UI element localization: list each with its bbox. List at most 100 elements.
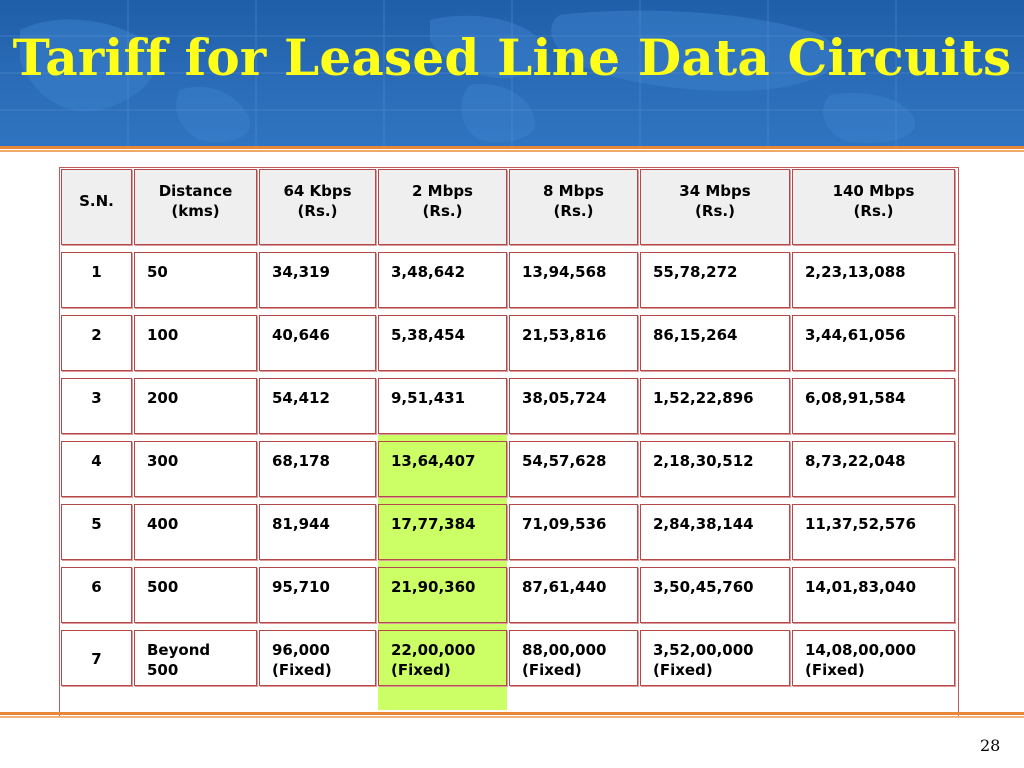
cell-line-1: 14,08,00,000 [805,641,917,659]
cell-line-1: 14,01,83,040 [805,578,917,596]
table-cell-64kbps: 34,319 [259,252,376,308]
header-cell-64kbps: 64 Kbps (Rs.) [259,169,376,245]
cell-line-1: 13,94,568 [522,263,607,281]
cell-line-1: 8,73,22,048 [805,452,906,470]
cell-line-1: 2,18,30,512 [653,452,754,470]
table-cell-34mbps: 2,18,30,512 [640,441,790,497]
cell-line-1: 400 [147,515,179,533]
cell-line-2: (Rs.) [853,202,894,220]
table-cell-2mbps: 22,00,000 (Fixed) [378,630,507,686]
cell-line-2: (Fixed) [805,661,865,679]
table-cell-140mbps: 2,23,13,088 [792,252,955,308]
cell-line-1: 3,44,61,056 [805,326,906,344]
table-cell-8mbps: 38,05,724 [509,378,638,434]
cell-line-1: 87,61,440 [522,578,607,596]
table-cell-64kbps: 95,710 [259,567,376,623]
table-cell-140mbps: 3,44,61,056 [792,315,955,371]
cell-line-1: 3 [91,389,102,407]
slide-title: Tariff for Leased Line Data Circuits [12,28,1012,87]
table-cell-140mbps: 11,37,52,576 [792,504,955,560]
cell-line-1: 200 [147,389,179,407]
table-cell-sn: 6 [61,567,132,623]
cell-line-1: 64 Kbps [283,182,352,200]
table-cell-8mbps: 21,53,816 [509,315,638,371]
table-cell-2mbps: 21,90,360 [378,567,507,623]
page-number: 28 [980,736,1001,755]
cell-line-1: 3,52,00,000 [653,641,754,659]
cell-line-2: (Fixed) [522,661,582,679]
cell-line-1: 300 [147,452,179,470]
cell-line-1: 38,05,724 [522,389,607,407]
cell-line-1: 5,38,454 [391,326,466,344]
cell-line-2: 500 [147,661,179,679]
cell-line-1: 6 [91,578,102,596]
footer-divider-secondary [0,716,1024,718]
table-cell-distance: 200 [134,378,257,434]
cell-line-1: 11,37,52,576 [805,515,917,533]
cell-line-1: 5 [91,515,102,533]
tariff-table: S.N. Distance (kms) 64 Kbps (Rs.) 2 Mbps (Rs.)… [59,167,959,717]
header-cell-140mbps: 140 Mbps (Rs.) [792,169,955,245]
table-cell-34mbps: 55,78,272 [640,252,790,308]
cell-line-1: 2,23,13,088 [805,263,906,281]
cell-line-1: 7 [91,650,102,668]
cell-line-1: S.N. [79,192,114,210]
cell-line-1: 3,48,642 [391,263,466,281]
cell-line-1: 6,08,91,584 [805,389,906,407]
table-cell-64kbps: 54,412 [259,378,376,434]
cell-line-2: (Rs.) [553,202,594,220]
cell-line-1: 21,90,360 [391,578,476,596]
cell-line-1: 1,52,22,896 [653,389,754,407]
table-cell-2mbps: 17,77,384 [378,504,507,560]
cell-line-1: 100 [147,326,179,344]
header-cell-sn: S.N. [61,169,132,245]
cell-line-1: 96,000 [272,641,330,659]
table-cell-34mbps: 3,52,00,000 (Fixed) [640,630,790,686]
cell-line-1: 4 [91,452,102,470]
table-cell-2mbps: 13,64,407 [378,441,507,497]
table-cell-distance: 400 [134,504,257,560]
table-cell-distance: 50 [134,252,257,308]
table-cell-sn: 1 [61,252,132,308]
header-cell-34mbps: 34 Mbps (Rs.) [640,169,790,245]
table-cell-sn: 4 [61,441,132,497]
cell-line-1: 81,944 [272,515,330,533]
table-cell-distance: 300 [134,441,257,497]
header-divider [0,146,1024,149]
cell-line-2: (Rs.) [422,202,463,220]
cell-line-1: 95,710 [272,578,330,596]
header-divider-secondary [0,150,1024,152]
cell-line-1: 13,64,407 [391,452,476,470]
cell-line-2: (Fixed) [653,661,713,679]
table-cell-64kbps: 96,000 (Fixed) [259,630,376,686]
footer-divider [0,712,1024,715]
table-cell-8mbps: 88,00,000 (Fixed) [509,630,638,686]
cell-line-1: 2 [91,326,102,344]
cell-line-1: 71,09,536 [522,515,607,533]
cell-line-1: 88,00,000 [522,641,607,659]
cell-line-1: 22,00,000 [391,641,476,659]
cell-line-1: 86,15,264 [653,326,738,344]
table-cell-distance: 100 [134,315,257,371]
table-cell-8mbps: 54,57,628 [509,441,638,497]
cell-line-1: 500 [147,578,179,596]
table-cell-34mbps: 86,15,264 [640,315,790,371]
cell-line-2: (kms) [171,202,220,220]
world-map-watermark [0,0,1024,146]
table-cell-140mbps: 14,08,00,000 (Fixed) [792,630,955,686]
cell-line-1: 54,57,628 [522,452,607,470]
cell-line-1: 55,78,272 [653,263,738,281]
cell-line-1: 2 Mbps [412,182,473,200]
table-cell-2mbps: 5,38,454 [378,315,507,371]
table-cell-64kbps: 68,178 [259,441,376,497]
table-cell-34mbps: 3,50,45,760 [640,567,790,623]
header-cell-8mbps: 8 Mbps (Rs.) [509,169,638,245]
table-cell-8mbps: 71,09,536 [509,504,638,560]
table-cell-64kbps: 81,944 [259,504,376,560]
table-cell-34mbps: 1,52,22,896 [640,378,790,434]
cell-line-1: 1 [91,263,102,281]
table-cell-sn: 3 [61,378,132,434]
cell-line-1: 140 Mbps [832,182,915,200]
cell-line-1: 54,412 [272,389,330,407]
table-cell-2mbps: 9,51,431 [378,378,507,434]
